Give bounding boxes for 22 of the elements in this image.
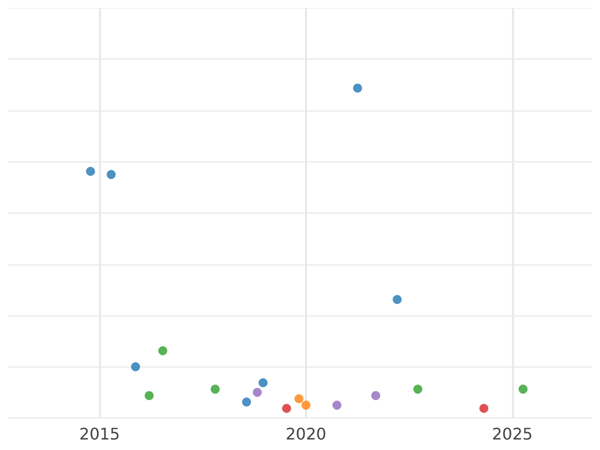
- point: [86, 166, 96, 176]
- point: [294, 394, 304, 404]
- point: [332, 400, 342, 410]
- point: [301, 400, 310, 410]
- point: [282, 404, 292, 413]
- x-tick-label: 2015: [79, 424, 120, 444]
- x-tick-label: 2020: [286, 424, 326, 444]
- point: [258, 378, 268, 388]
- point: [144, 391, 154, 400]
- point: [371, 391, 380, 400]
- point: [242, 397, 252, 406]
- point: [252, 388, 262, 397]
- point: [479, 404, 488, 413]
- x-tick-label: 2025: [492, 424, 533, 444]
- point: [353, 84, 362, 93]
- point: [131, 362, 140, 372]
- point: [210, 384, 220, 394]
- point: [106, 170, 116, 180]
- point: [392, 294, 402, 304]
- point: [413, 384, 422, 394]
- point: [158, 346, 168, 356]
- point: [518, 384, 528, 394]
